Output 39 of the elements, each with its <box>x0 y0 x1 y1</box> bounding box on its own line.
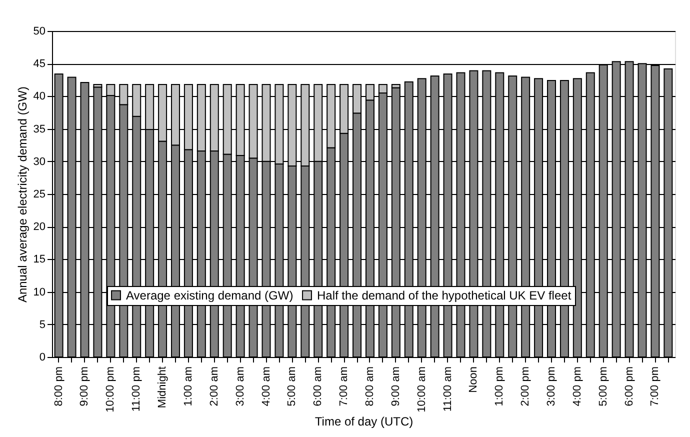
legend-label: Half the demand of the hypothetical UK EV fleet <box>317 288 572 302</box>
x-axis-title: Time of day (UTC) <box>314 414 414 428</box>
x-tick-label: 9:00 pm <box>78 366 91 406</box>
y-tick-label: 50 <box>33 26 46 38</box>
x-tick-label: 7:00 am <box>338 366 350 406</box>
y-tick-label: 5 <box>39 318 46 331</box>
x-tick-label: Noon <box>468 366 480 393</box>
x-tick-label: 5:00 pm <box>597 366 610 406</box>
x-tick-label: 10:00 am <box>416 366 428 412</box>
x-tick-label: 3:00 pm <box>546 366 558 406</box>
y-axis-title: Annual average electricity demand (GW) <box>15 86 30 303</box>
x-tick-label: 4:00 am <box>260 366 272 406</box>
x-tick-label: 8:00 am <box>364 366 376 406</box>
x-tick-label: 11:00 pm <box>130 366 143 412</box>
y-tick-label: 45 <box>33 58 46 70</box>
x-tick-label: 2:00 am <box>208 366 220 406</box>
x-tick-label: 4:00 pm <box>571 366 584 406</box>
y-tick-label: 25 <box>33 188 46 200</box>
y-tick-label: 10 <box>33 286 46 298</box>
x-tick-label: 1:00 pm <box>494 366 506 406</box>
y-tick-label: 35 <box>33 123 46 136</box>
legend-label: Average existing demand (GW) <box>126 288 294 302</box>
x-tick-label: Midnight <box>156 366 169 408</box>
y-tick-label: 0 <box>39 352 46 364</box>
x-tick-label: 11:00 am <box>442 366 454 412</box>
y-tick-label: 20 <box>33 221 46 234</box>
x-tick-label: 6:00 am <box>312 366 324 406</box>
x-tick-label: 5:00 am <box>286 366 298 406</box>
x-tick-label: 2:00 pm <box>520 366 532 406</box>
y-tick-label: 40 <box>33 90 46 103</box>
x-tick-label: 1:00 am <box>182 366 194 406</box>
x-tick-label: 7:00 pm <box>649 366 662 406</box>
y-tick-label: 30 <box>33 156 46 168</box>
x-tick-label: 10:00 pm <box>104 366 117 412</box>
x-tick-label: 9:00 am <box>390 366 402 406</box>
x-tick-label: 6:00 pm <box>623 366 636 406</box>
y-tick-label: 15 <box>33 254 46 266</box>
x-tick-label: 3:00 am <box>234 366 246 406</box>
x-tick-label: 8:00 pm <box>52 366 65 406</box>
